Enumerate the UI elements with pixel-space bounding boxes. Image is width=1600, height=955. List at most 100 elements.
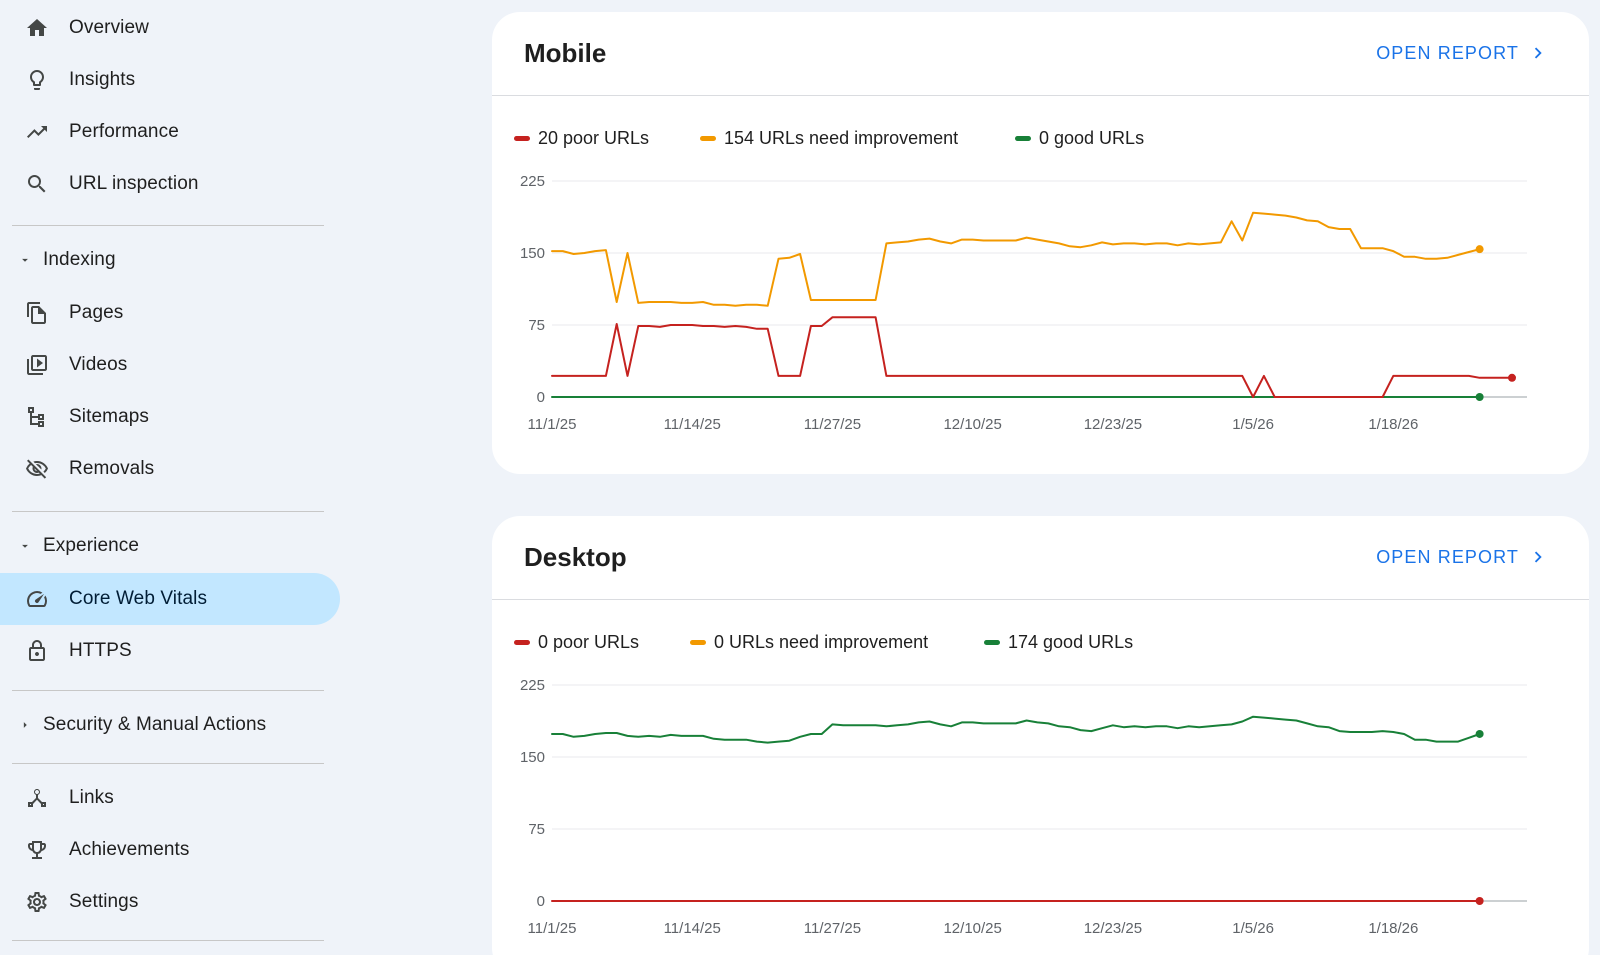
sidebar-item-label: Links xyxy=(69,787,114,808)
sidebar-item-url-inspection[interactable]: URL inspection xyxy=(0,158,340,210)
chevron-right-icon xyxy=(1534,551,1542,563)
mobile-chart-series-endpoint-1[interactable] xyxy=(1475,245,1484,254)
mobile-chart-x-tick-label: 12/10/25 xyxy=(943,416,1001,433)
sidebar-item-label: Videos xyxy=(69,354,128,375)
card-divider xyxy=(492,599,1589,600)
desktop-chart-y-tick-label: 0 xyxy=(537,893,545,910)
desktop-chart-y-tick-label: 225 xyxy=(520,677,545,694)
sidebar-item-label: Pages xyxy=(69,302,124,323)
mobile-chart-x-tick-label: 11/1/25 xyxy=(528,416,577,433)
sidebar-item-settings[interactable]: Settings xyxy=(0,876,340,928)
open-report-label: OPEN REPORT xyxy=(1376,42,1519,63)
sidebar-item-core-web-vitals[interactable]: Core Web Vitals xyxy=(0,573,340,625)
sidebar-item-https[interactable]: HTTPS xyxy=(0,625,340,677)
legend-swatch-poor xyxy=(514,640,530,645)
sidebar-item-label: Core Web Vitals xyxy=(69,588,208,609)
desktop-chart-series-endpoint-2[interactable] xyxy=(1475,729,1484,738)
desktop-chart-series-endpoint-0[interactable] xyxy=(1475,897,1484,905)
sidebar-item-pages[interactable]: Pages xyxy=(0,287,340,339)
sidebar-item-label: Insights xyxy=(69,69,136,90)
sidebar-divider xyxy=(12,940,324,941)
caret-right-icon xyxy=(18,718,32,732)
sidebar-section-label: Experience xyxy=(43,535,140,556)
mobile-open-report-link[interactable]: OPEN REPORT xyxy=(1376,42,1549,64)
mobile-chart-y-tick-label: 150 xyxy=(520,245,545,262)
legend-label-good: 0 good URLs xyxy=(1039,128,1145,148)
sidebar-item-label: Achievements xyxy=(69,839,190,860)
mobile-chart-series-endpoint-0[interactable] xyxy=(1508,373,1516,382)
desktop-chart-x-tick-label: 12/23/25 xyxy=(1084,920,1142,937)
mobile-chart-x-tick-label: 12/23/25 xyxy=(1084,416,1142,433)
legend-swatch-poor xyxy=(514,136,530,141)
desktop-chart-x-tick-label: 11/27/25 xyxy=(804,920,861,937)
home-icon xyxy=(25,16,49,40)
sidebar-item-label: Overview xyxy=(69,17,149,38)
legend-item-needs-improvement[interactable]: 154 URLs need improvement xyxy=(700,128,958,149)
desktop-chart-x-tick-label: 12/10/25 xyxy=(943,920,1001,937)
sidebar-item-label: Performance xyxy=(69,121,179,142)
lightbulb-icon xyxy=(25,68,49,92)
mobile-chart-y-tick-label: 225 xyxy=(520,173,545,190)
sidebar-item-achievements[interactable]: Achievements xyxy=(0,824,340,876)
desktop-card-title: Desktop xyxy=(524,542,627,572)
sidebar-item-label: Sitemaps xyxy=(69,406,150,427)
mobile-chart-series-line-0[interactable] xyxy=(551,316,1513,398)
desktop-open-report-link[interactable]: OPEN REPORT xyxy=(1376,546,1549,568)
sidebar-item-links[interactable]: Links xyxy=(0,772,340,824)
gear-icon xyxy=(25,890,49,914)
legend-item-good[interactable]: 174 good URLs xyxy=(984,632,1133,653)
legend-label-needs-improvement: 0 URLs need improvement xyxy=(714,632,929,652)
desktop-chart-y-tick-label: 150 xyxy=(520,749,545,766)
sidebar-nav: Overview Insights Performance URL inspec… xyxy=(0,0,340,955)
sidebar-item-insights[interactable]: Insights xyxy=(0,54,340,106)
legend-item-poor[interactable]: 20 poor URLs xyxy=(514,128,649,149)
legend-item-needs-improvement[interactable]: 0 URLs need improvement xyxy=(690,632,928,653)
caret-down-icon xyxy=(18,539,32,553)
legend-label-poor: 0 poor URLs xyxy=(538,632,640,652)
mobile-chart-y-tick-label: 0 xyxy=(537,389,545,406)
search-icon xyxy=(25,172,49,196)
sidebar-item-removals[interactable]: Removals xyxy=(0,443,340,495)
mobile-chart-series-line-1[interactable] xyxy=(551,211,1481,307)
sidebar-item-videos[interactable]: Videos xyxy=(0,339,340,391)
desktop-chart-series-line-2[interactable] xyxy=(551,715,1481,744)
trending-up-icon xyxy=(25,120,49,144)
sidebar-section-security[interactable]: Security & Manual Actions xyxy=(0,705,340,745)
sidebar-item-label: Settings xyxy=(69,891,139,912)
legend-label-good: 174 good URLs xyxy=(1008,632,1134,652)
legend-swatch-needs-improvement xyxy=(700,136,716,141)
sitemap-icon xyxy=(25,405,49,429)
legend-swatch-good xyxy=(1015,136,1031,141)
mobile-card-title: Mobile xyxy=(524,38,607,68)
sidebar-section-label: Security & Manual Actions xyxy=(43,714,267,735)
card-divider xyxy=(492,95,1589,96)
caret-down-icon xyxy=(18,253,32,267)
sidebar-section-experience[interactable]: Experience xyxy=(0,526,340,566)
lock-icon xyxy=(25,639,49,663)
mobile-chart-series-endpoint-2[interactable] xyxy=(1475,393,1484,401)
legend-label-needs-improvement: 154 URLs need improvement xyxy=(724,128,959,148)
legend-swatch-needs-improvement xyxy=(690,640,706,645)
sidebar-item-label: Removals xyxy=(69,458,155,479)
sidebar-divider xyxy=(12,511,324,512)
trophy-icon xyxy=(25,838,49,862)
mobile-chart-y-tick-label: 75 xyxy=(528,317,545,334)
sidebar-section-indexing[interactable]: Indexing xyxy=(0,240,340,280)
sidebar-item-label: URL inspection xyxy=(69,173,199,194)
sidebar-item-label: HTTPS xyxy=(69,640,132,661)
sidebar-divider xyxy=(12,690,324,691)
desktop-chart-y-tick-label: 75 xyxy=(528,821,545,838)
mobile-chart-x-tick-label: 11/27/25 xyxy=(804,416,861,433)
sidebar-item-overview[interactable]: Overview xyxy=(0,2,340,54)
legend-swatch-good xyxy=(984,640,1000,645)
desktop-chart-x-tick-label: 11/1/25 xyxy=(528,920,577,937)
legend-item-good[interactable]: 0 good URLs xyxy=(1015,128,1144,149)
mobile-card: Mobile OPEN REPORT 20 poor URLs 154 URLs… xyxy=(492,12,1589,474)
sidebar-item-sitemaps[interactable]: Sitemaps xyxy=(0,391,340,443)
sidebar-item-performance[interactable]: Performance xyxy=(0,106,340,158)
mobile-chart-x-tick-label: 1/5/26 xyxy=(1232,416,1274,433)
sidebar-divider xyxy=(12,225,324,226)
legend-label-poor: 20 poor URLs xyxy=(538,128,650,148)
pages-icon xyxy=(25,301,49,325)
legend-item-poor[interactable]: 0 poor URLs xyxy=(514,632,639,653)
